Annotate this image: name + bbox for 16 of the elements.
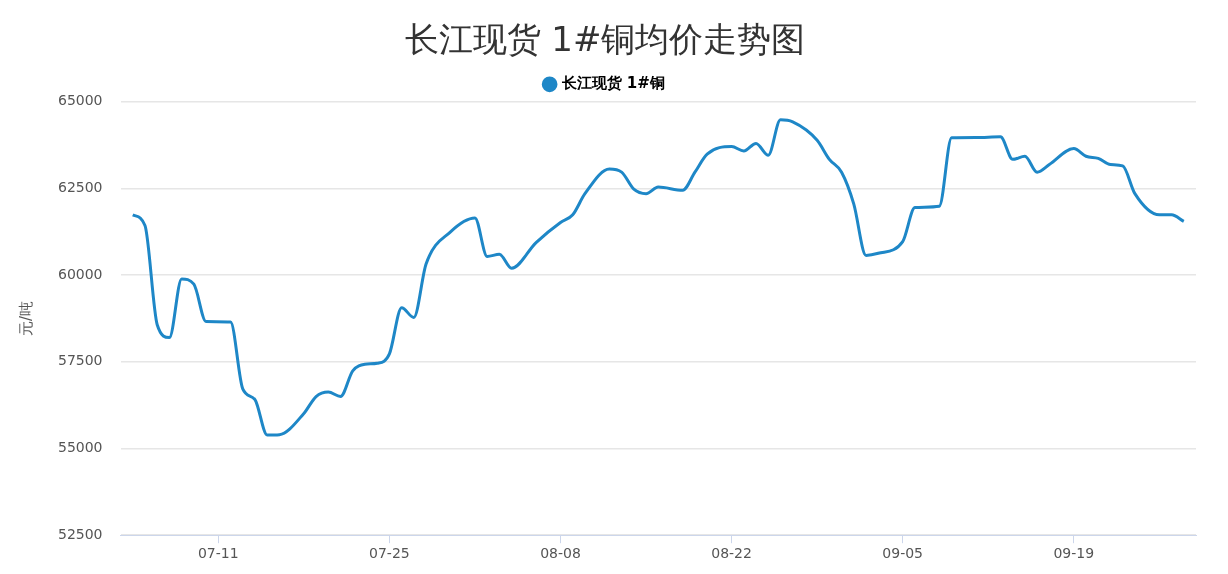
legend-label: 长江现货 1#铜 xyxy=(560,74,665,93)
x-tick-label: 09-19 xyxy=(1053,545,1095,562)
y-tick-label: 62500 xyxy=(57,179,103,196)
y-tick-label: 65000 xyxy=(57,92,103,109)
x-tick-label: 07-11 xyxy=(197,545,239,562)
y-axis-title: 元/吨 xyxy=(16,300,35,337)
x-tick-label: 09-05 xyxy=(882,545,924,562)
chart-title: 长江现货 1#铜均价走势图 xyxy=(404,19,806,60)
y-tick-label: 57500 xyxy=(57,352,103,369)
y-tick-label: 52500 xyxy=(57,525,103,542)
x-tick-label: 08-08 xyxy=(540,545,581,562)
x-tick-label: 07-25 xyxy=(369,545,410,562)
y-tick-label: 55000 xyxy=(57,439,103,456)
y-tick-label: 60000 xyxy=(57,265,103,282)
line-series xyxy=(131,118,1186,437)
x-tick-label: 08-22 xyxy=(711,545,752,562)
